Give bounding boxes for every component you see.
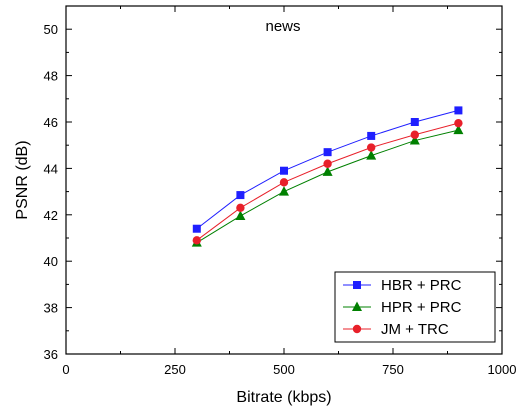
legend-marker [352,324,362,334]
data-point [366,150,377,160]
y-tick-label: 40 [44,254,58,269]
legend-label: JM + TRC [381,321,449,338]
data-point [280,166,288,175]
data-point [323,159,332,168]
x-tick-label: 750 [382,362,404,377]
legend: HBR + PRC HPR + PRC JM + TRC [334,271,496,343]
legend-marker [353,281,361,289]
y-tick-label: 44 [44,161,58,176]
data-point [192,224,201,233]
y-tick-label: 48 [44,69,58,84]
y-tick-label: 42 [44,208,58,223]
data-point [236,191,245,200]
data-point [454,106,463,115]
y-tick-label: 46 [44,115,58,130]
series-line [196,122,459,241]
legend-label: HBR + PRC [381,277,462,294]
y-tick-label: 50 [44,22,58,37]
data-point [453,124,464,135]
x-axis-title: Bitrate (kbps) [236,389,331,406]
y-axis-title: PSNR (dB) [14,140,31,219]
data-point [279,178,289,187]
data-point [367,143,376,152]
series-triangle [191,124,464,247]
data-point [409,135,420,145]
legend-label: HPR + PRC [381,299,462,316]
x-tick-label: 250 [164,362,186,377]
plot-area: 0 250 500 750 1000 36 38 40 42 44 46 48 50 [44,5,517,377]
data-point [410,118,419,126]
data-point [236,203,245,213]
y-tick-label: 38 [44,301,58,316]
data-point [323,148,332,157]
data-point [192,236,201,245]
data-point [235,210,246,220]
data-point [410,130,419,139]
series-circle [192,118,463,245]
x-tick-label: 1000 [488,362,517,377]
data-point [322,166,333,176]
series-square [192,106,463,233]
x-tick-label: 500 [273,362,295,377]
legend-marker [352,301,362,311]
data-point [367,131,376,140]
chart-title: news [265,18,300,35]
data-point [279,186,289,196]
x-tick-label: 0 [62,362,69,377]
series-line [196,129,459,244]
data-point [454,118,463,128]
y-tick-label: 36 [44,347,58,362]
